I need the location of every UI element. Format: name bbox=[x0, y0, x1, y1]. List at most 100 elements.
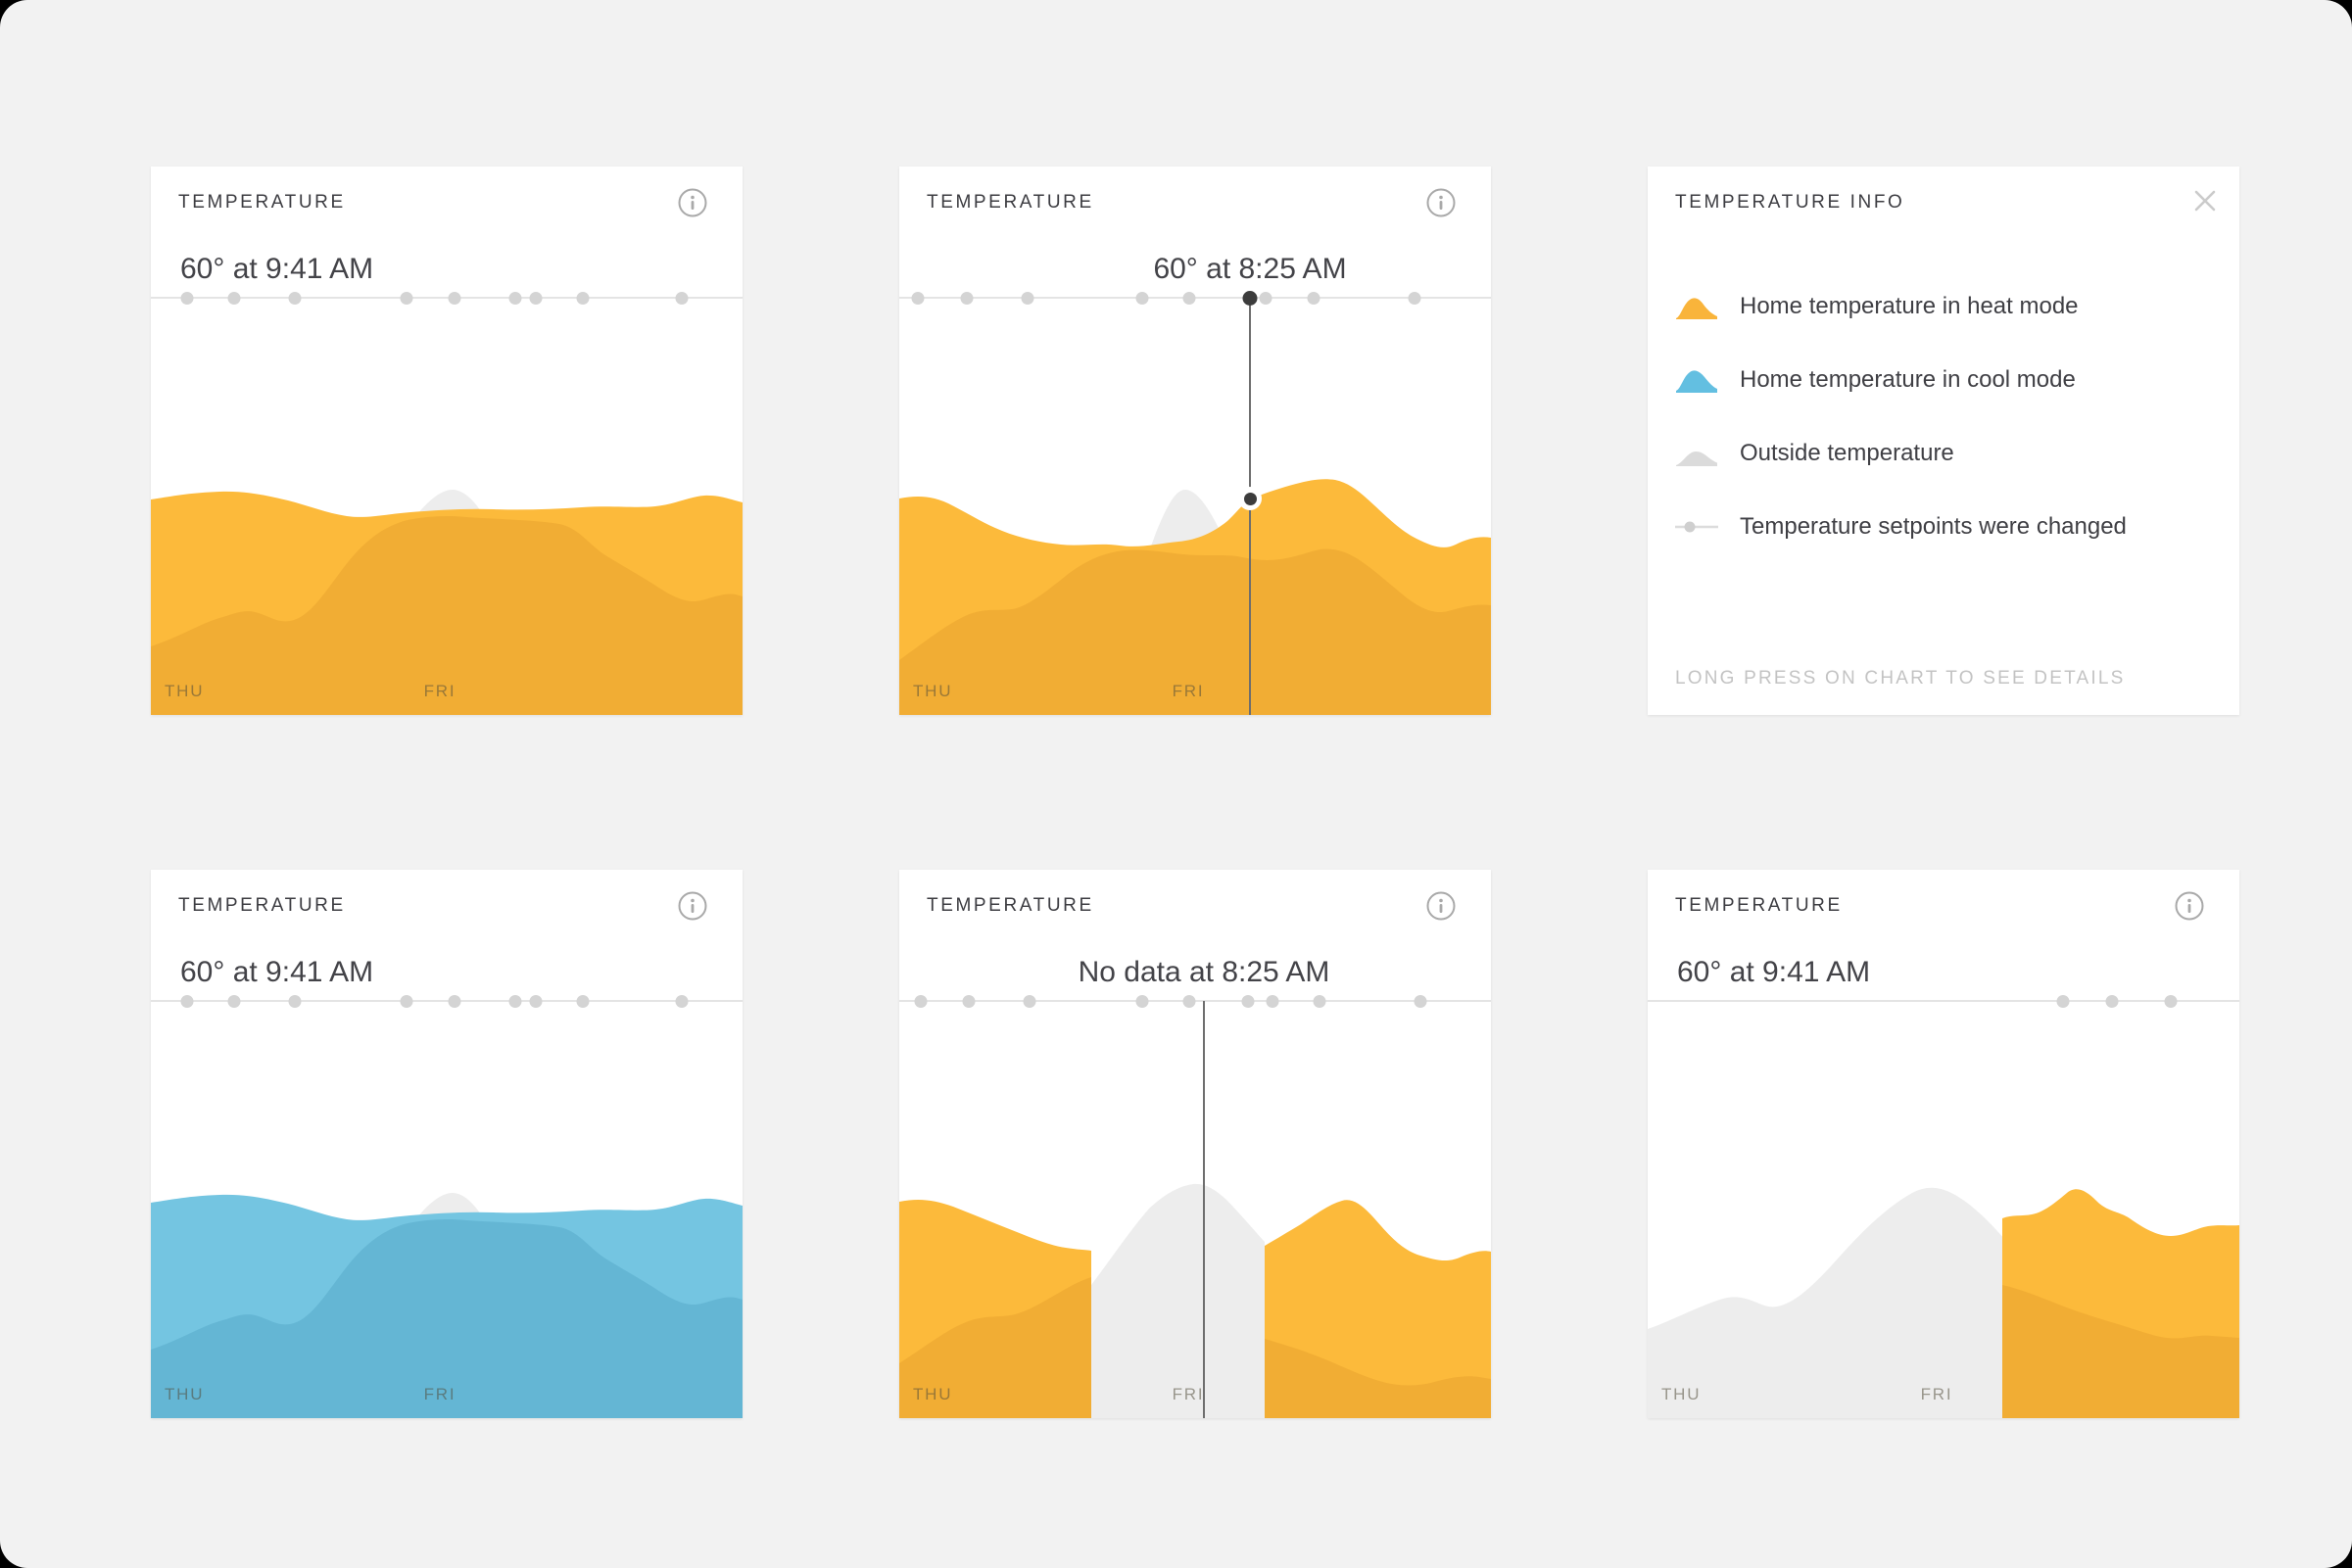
setpoint-change-icon bbox=[1675, 514, 1718, 540]
area-home-heat-dark-left bbox=[899, 1277, 1091, 1418]
temperature-card-partial-heat: TEMPERATURE 60° at 9:41 AM THU FRI bbox=[1648, 870, 2239, 1418]
chart-area[interactable]: THU FRI bbox=[899, 298, 1491, 715]
setpoint-dot bbox=[448, 291, 461, 305]
setpoint-dot bbox=[1021, 291, 1034, 305]
legend-label: Home temperature in cool mode bbox=[1740, 366, 2076, 393]
temperature-value: 60° at 9:41 AM bbox=[180, 956, 374, 988]
setpoint-dot bbox=[508, 291, 522, 305]
setpoint-row bbox=[899, 290, 1491, 306]
area-home-heat-dark bbox=[2002, 1285, 2239, 1418]
area-outside-no-data-block bbox=[1091, 1183, 1265, 1418]
temperature-card-heat: TEMPERATURE 60° at 9:41 AM THU FRI bbox=[151, 166, 743, 715]
axis-label-thu: THU bbox=[165, 1385, 205, 1403]
setpoint-dot bbox=[1266, 994, 1279, 1008]
outside-hill-icon bbox=[1675, 441, 1718, 466]
axis-label-thu: THU bbox=[1661, 1385, 1702, 1403]
setpoint-row bbox=[899, 994, 1491, 1008]
axis-label-fri: FRI bbox=[1172, 1385, 1205, 1403]
card-title: TEMPERATURE INFO bbox=[1675, 192, 1905, 213]
area-home-heat-dark bbox=[899, 548, 1491, 715]
info-icon[interactable] bbox=[1426, 891, 1456, 921]
setpoint-dot bbox=[911, 291, 925, 305]
info-icon[interactable] bbox=[678, 188, 707, 217]
temperature-card-no-data: TEMPERATURE No data at 8:25 AM THU FRI bbox=[899, 870, 1491, 1418]
setpoint-dot bbox=[2105, 994, 2119, 1008]
setpoint-dot bbox=[1182, 291, 1196, 305]
setpoint-dot bbox=[576, 994, 590, 1008]
setpoint-dot bbox=[1313, 994, 1326, 1008]
setpoint-dot bbox=[960, 291, 974, 305]
temperature-value: 60° at 8:25 AM bbox=[1153, 253, 1347, 285]
setpoint-row bbox=[151, 994, 743, 1008]
axis-label-thu: THU bbox=[913, 1385, 953, 1403]
setpoint-dot bbox=[400, 994, 413, 1008]
setpoint-dot bbox=[2164, 994, 2178, 1008]
legend-label: Temperature setpoints were changed bbox=[1740, 513, 2127, 540]
cursor-dot-curve bbox=[1238, 487, 1262, 510]
area-outside-temperature bbox=[1648, 1187, 2074, 1418]
temperature-value: No data at 8:25 AM bbox=[1078, 956, 1330, 988]
setpoint-dot bbox=[675, 994, 689, 1008]
setpoint-dot bbox=[227, 291, 241, 305]
legend-label: Home temperature in heat mode bbox=[1740, 293, 2079, 319]
setpoint-dot bbox=[288, 994, 302, 1008]
close-icon[interactable] bbox=[2192, 188, 2218, 214]
long-press-hint: LONG PRESS ON CHART TO SEE DETAILS bbox=[1675, 668, 2126, 689]
setpoint-dot bbox=[529, 291, 543, 305]
setpoint-dot bbox=[1135, 994, 1149, 1008]
setpoint-row bbox=[1648, 994, 2239, 1008]
setpoint-dot bbox=[288, 291, 302, 305]
setpoint-dot bbox=[448, 994, 461, 1008]
cool-hill-icon bbox=[1675, 367, 1718, 393]
axis-label-fri: FRI bbox=[1172, 682, 1205, 700]
area-home-cool-dark bbox=[151, 1219, 743, 1418]
setpoint-dot bbox=[1023, 994, 1036, 1008]
area-home-heat-dark-right bbox=[1265, 1339, 1491, 1418]
setpoint-dot bbox=[914, 994, 928, 1008]
info-icon[interactable] bbox=[678, 891, 707, 921]
setpoint-dot bbox=[1182, 994, 1196, 1008]
card-title: TEMPERATURE bbox=[927, 895, 1094, 916]
legend-item: Home temperature in cool mode bbox=[1675, 360, 2076, 400]
cursor-line bbox=[1203, 1001, 1205, 1418]
heat-hill-icon bbox=[1675, 294, 1718, 319]
info-icon[interactable] bbox=[2175, 891, 2204, 921]
setpoint-dot bbox=[400, 291, 413, 305]
setpoint-dot bbox=[508, 994, 522, 1008]
setpoint-dot bbox=[675, 291, 689, 305]
setpoint-dot bbox=[1259, 291, 1272, 305]
axis-label-fri: FRI bbox=[423, 682, 456, 700]
setpoint-dot bbox=[227, 994, 241, 1008]
temperature-value: 60° at 9:41 AM bbox=[1677, 956, 1871, 988]
setpoint-dot bbox=[1307, 291, 1320, 305]
temperature-info-card: TEMPERATURE INFO Home temperature in hea… bbox=[1648, 166, 2239, 715]
legend-label: Outside temperature bbox=[1740, 440, 1954, 466]
temperature-value: 60° at 9:41 AM bbox=[180, 253, 374, 285]
chart-area[interactable]: THU FRI bbox=[151, 1001, 743, 1418]
setpoint-dot bbox=[180, 994, 194, 1008]
card-title: TEMPERATURE bbox=[1675, 895, 1843, 916]
card-title: TEMPERATURE bbox=[178, 192, 346, 213]
axis-label-thu: THU bbox=[913, 682, 953, 700]
axis-label-thu: THU bbox=[165, 682, 205, 700]
setpoint-dot bbox=[576, 291, 590, 305]
chart-area[interactable]: THU FRI bbox=[899, 1001, 1491, 1418]
legend-item: Outside temperature bbox=[1675, 434, 1954, 473]
setpoint-row bbox=[151, 291, 743, 305]
temperature-card-heat-cursor: TEMPERATURE 60° at 8:25 AM THU FRI bbox=[899, 166, 1491, 715]
setpoint-dot bbox=[1408, 291, 1421, 305]
area-home-heat-dark bbox=[151, 516, 743, 715]
setpoint-dot bbox=[2056, 994, 2070, 1008]
chart-area[interactable]: THU FRI bbox=[151, 298, 743, 715]
info-icon[interactable] bbox=[1426, 188, 1456, 217]
temperature-card-cool: TEMPERATURE 60° at 9:41 AM THU FRI bbox=[151, 870, 743, 1418]
setpoint-dot bbox=[180, 291, 194, 305]
axis-label-fri: FRI bbox=[1920, 1385, 1953, 1403]
setpoint-dot bbox=[529, 994, 543, 1008]
setpoint-dot bbox=[1135, 291, 1149, 305]
chart-area[interactable]: THU FRI bbox=[1648, 1001, 2239, 1418]
setpoint-dot-selected bbox=[1242, 290, 1258, 306]
setpoint-dot bbox=[1414, 994, 1427, 1008]
legend-item: Temperature setpoints were changed bbox=[1675, 507, 2127, 546]
